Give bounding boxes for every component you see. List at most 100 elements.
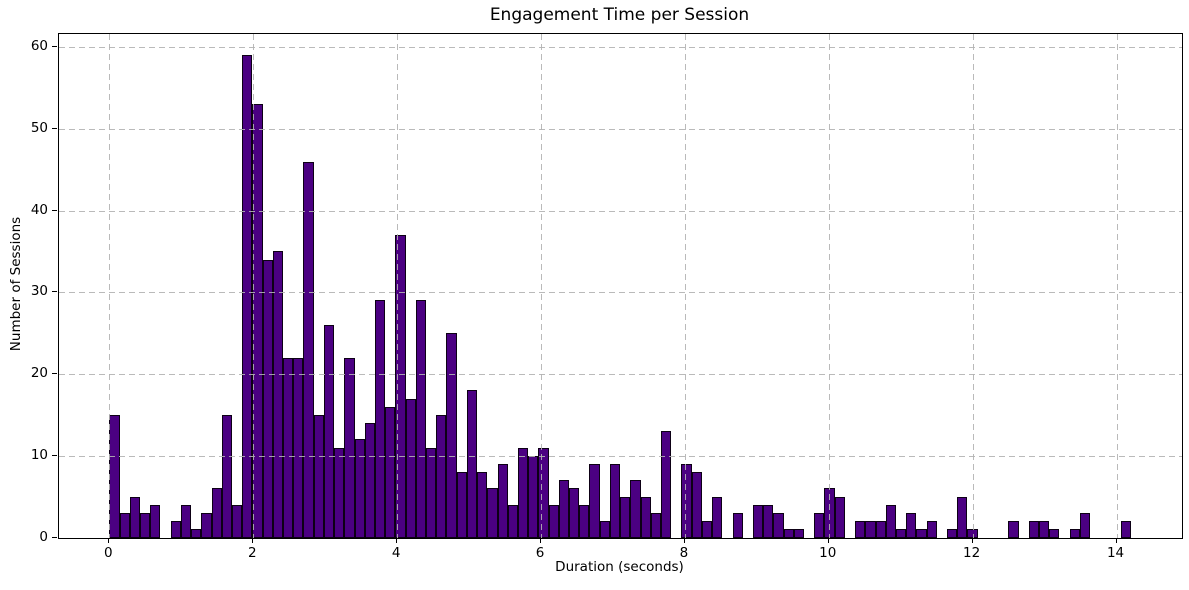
histogram-bar [446, 333, 457, 538]
x-tick-mark [396, 537, 398, 543]
y-tick-label: 0 [39, 528, 48, 545]
histogram-bar [763, 504, 774, 538]
histogram-bar [313, 414, 324, 538]
histogram-bar [323, 324, 335, 538]
histogram-bar [170, 521, 181, 538]
histogram-bar [661, 431, 672, 538]
histogram-bar [783, 529, 794, 538]
histogram-bar [630, 480, 641, 538]
histogram-bar [507, 504, 518, 538]
histogram-bar [1120, 521, 1131, 538]
histogram-bar [599, 521, 610, 538]
histogram-bar [405, 398, 416, 538]
histogram-bar [211, 488, 222, 538]
y-tick-mark [52, 209, 57, 211]
gridline-vertical [253, 34, 255, 538]
x-tick-label: 0 [104, 544, 113, 561]
chart-title: Engagement Time per Session [489, 5, 750, 25]
y-tick-mark [52, 127, 57, 129]
histogram-bar [967, 529, 978, 538]
gridline-horizontal [59, 128, 1182, 130]
histogram-bar [752, 504, 764, 538]
x-axis-label: Duration (seconds) [555, 559, 684, 575]
histogram-bar [150, 504, 161, 538]
y-tick-label: 10 [30, 446, 48, 463]
histogram-bar [712, 496, 723, 538]
y-tick-mark [52, 536, 57, 538]
histogram-bar [793, 529, 804, 538]
histogram-bar [773, 512, 784, 538]
histogram-bar [1008, 521, 1019, 538]
x-tick-mark [540, 537, 541, 543]
histogram-bar [374, 300, 386, 538]
y-tick-label: 60 [30, 38, 48, 55]
histogram-bar [895, 529, 907, 538]
histogram-bar [456, 472, 467, 538]
histogram-bar [262, 259, 273, 538]
gridline-horizontal [59, 47, 1182, 49]
histogram-bar [957, 496, 968, 538]
histogram-bar [364, 423, 375, 538]
histogram-bar [732, 512, 743, 538]
gridline-horizontal [59, 455, 1182, 457]
histogram-bar [242, 55, 253, 538]
gridline-vertical [397, 34, 399, 538]
histogram-bar [231, 504, 243, 538]
histogram-bar [558, 480, 570, 538]
histogram-bar [497, 463, 508, 538]
histogram-bar [609, 463, 621, 538]
histogram-bar [906, 512, 917, 538]
histogram-bar [395, 235, 406, 538]
gridline-horizontal [59, 210, 1182, 212]
grid-layer [59, 34, 1182, 538]
histogram-bar [487, 488, 498, 538]
gridline-vertical [684, 34, 686, 538]
y-tick-mark [52, 373, 57, 375]
histogram-bar [814, 512, 825, 538]
histogram-bar [303, 161, 314, 538]
y-tick-label: 50 [30, 119, 48, 136]
histogram-bar [640, 496, 651, 538]
histogram-bar [272, 251, 283, 538]
histogram-bar [947, 529, 958, 538]
x-tick-mark [971, 537, 973, 543]
x-tick-label: 8 [679, 544, 689, 561]
histogram-bar [1038, 521, 1050, 538]
histogram-bar [865, 521, 876, 538]
y-tick-mark [52, 46, 57, 48]
histogram-bar [548, 504, 559, 538]
histogram-bar [1049, 529, 1060, 538]
histogram-bar [344, 357, 355, 538]
y-axis-label: Number of Sessions [8, 216, 24, 352]
histogram-bar [119, 512, 130, 538]
histogram-bar [538, 447, 549, 538]
x-tick-mark [1115, 537, 1117, 543]
histogram-bar [436, 414, 447, 538]
histogram-bar [252, 104, 263, 538]
histogram-bar [691, 472, 702, 538]
histogram-bar [140, 512, 151, 538]
histogram-bar [579, 504, 590, 538]
histogram-bar [477, 472, 488, 538]
histogram-bar [855, 521, 866, 538]
gridline-horizontal [59, 374, 1182, 376]
histogram-bar [415, 300, 427, 538]
y-tick-mark [52, 454, 57, 456]
x-tick-mark [827, 537, 829, 543]
gridline-horizontal [59, 292, 1182, 294]
histogram-bar [650, 512, 661, 538]
histogram-bar [834, 496, 845, 538]
histogram-bar [589, 463, 600, 538]
histogram-bar [885, 504, 896, 538]
histogram-bar [283, 357, 294, 538]
histogram-bar [916, 529, 927, 538]
gridline-vertical [541, 34, 542, 538]
x-tick-label: 4 [391, 544, 401, 561]
histogram-bar [569, 488, 580, 538]
gridline-vertical [828, 34, 830, 538]
histogram-bar [385, 406, 396, 538]
histogram-bar [681, 463, 692, 538]
histogram-bar [426, 447, 437, 538]
histogram-bar [1069, 529, 1080, 538]
